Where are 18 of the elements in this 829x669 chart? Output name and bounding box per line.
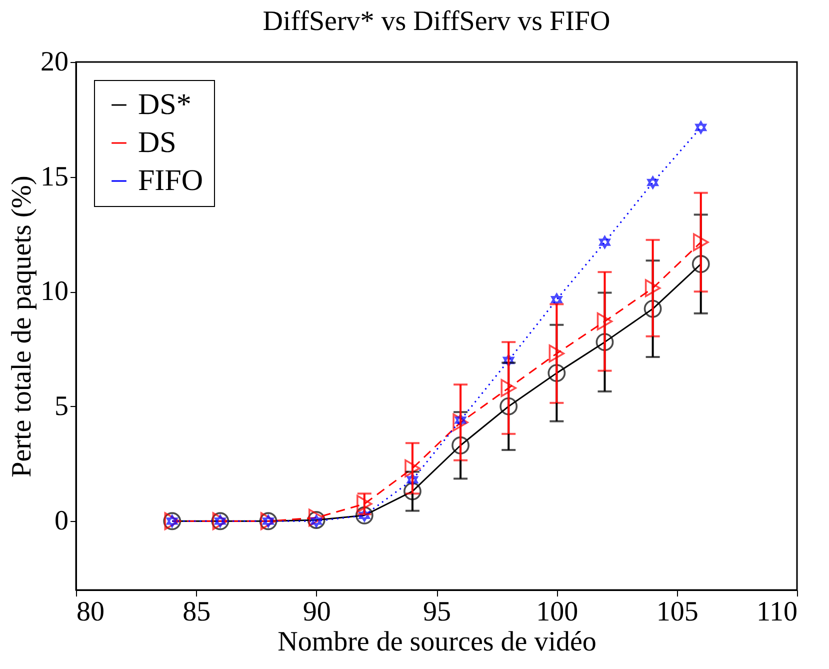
y-tick-label: 20 [40, 46, 68, 78]
legend-label: DS* [138, 88, 192, 121]
y-tick-label: 10 [40, 276, 68, 308]
legend-label: DS [138, 126, 176, 159]
x-tick-label: 90 [302, 596, 331, 628]
y-tick-label: 0 [54, 506, 68, 537]
x-tick-label: 85 [182, 596, 211, 628]
x-tick-label: 80 [76, 596, 104, 628]
y-tick-label: 15 [40, 161, 68, 192]
chart-title: DiffServ* vs DiffServ vs FIFO [262, 6, 610, 37]
legend-label: FIFO [138, 164, 204, 197]
y-axis-title: Perte totale de paquets (%) [6, 176, 38, 478]
x-axis-title: Nombre de sources de vidéo [278, 626, 596, 658]
x-tick-label: 95 [423, 596, 451, 628]
x-tick-label: 110 [756, 596, 798, 628]
x-tick-label: 105 [656, 596, 698, 628]
y-tick-label: 5 [54, 390, 68, 422]
x-tick-label: 100 [536, 596, 578, 628]
